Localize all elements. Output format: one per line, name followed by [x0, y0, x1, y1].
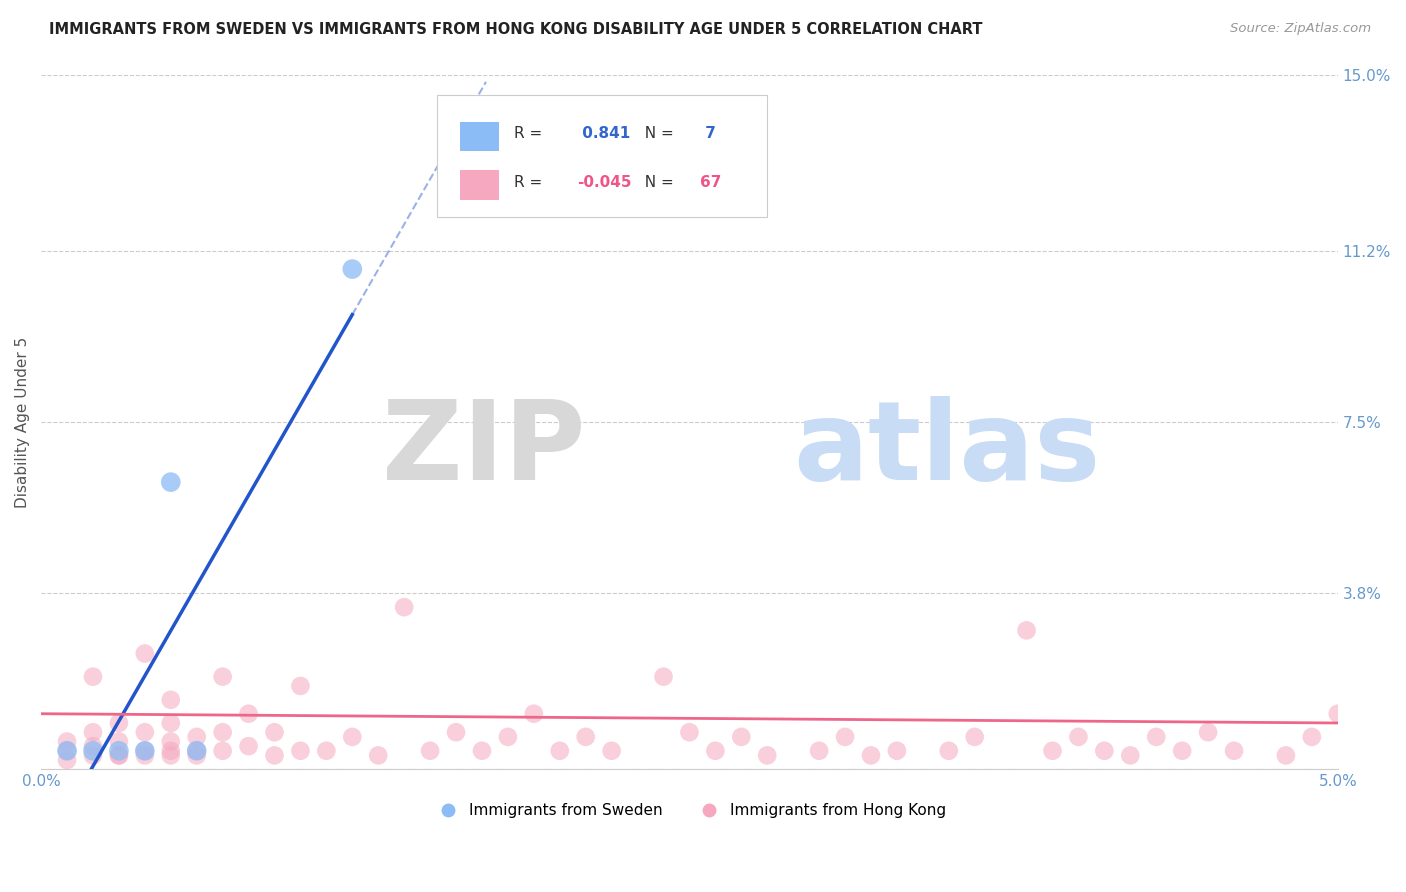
- Point: [1326, 706, 1348, 721]
- Point: [1119, 748, 1142, 763]
- Point: [367, 748, 389, 763]
- Text: N =: N =: [636, 175, 679, 190]
- Point: [134, 647, 156, 661]
- Point: [159, 475, 181, 490]
- Text: 0.841: 0.841: [576, 126, 630, 141]
- Point: [159, 716, 181, 731]
- Point: [1144, 730, 1167, 744]
- Point: [548, 744, 571, 758]
- Point: [186, 744, 208, 758]
- Point: [82, 739, 104, 753]
- Point: [159, 734, 181, 748]
- Text: ZIP: ZIP: [382, 396, 586, 503]
- Point: [82, 725, 104, 739]
- Point: [134, 744, 156, 758]
- Point: [159, 748, 181, 763]
- Legend: Immigrants from Sweden, Immigrants from Hong Kong: Immigrants from Sweden, Immigrants from …: [426, 797, 952, 824]
- Point: [600, 744, 623, 758]
- Point: [938, 744, 960, 758]
- Point: [1197, 725, 1219, 739]
- Point: [108, 716, 131, 731]
- Point: [159, 744, 181, 758]
- Text: R =: R =: [515, 175, 547, 190]
- Point: [834, 730, 856, 744]
- Point: [1223, 744, 1246, 758]
- Point: [263, 748, 285, 763]
- Point: [238, 739, 260, 753]
- Point: [575, 730, 598, 744]
- Point: [1275, 748, 1298, 763]
- Point: [859, 748, 882, 763]
- Point: [756, 748, 779, 763]
- Point: [342, 262, 364, 277]
- Point: [963, 730, 986, 744]
- Point: [808, 744, 831, 758]
- Text: Source: ZipAtlas.com: Source: ZipAtlas.com: [1230, 22, 1371, 36]
- Point: [211, 725, 233, 739]
- Point: [108, 748, 131, 763]
- FancyBboxPatch shape: [460, 122, 499, 151]
- Point: [159, 693, 181, 707]
- Point: [82, 670, 104, 684]
- Point: [186, 744, 208, 758]
- Point: [471, 744, 494, 758]
- Point: [315, 744, 337, 758]
- Point: [444, 725, 467, 739]
- Point: [1092, 744, 1115, 758]
- Point: [263, 725, 285, 739]
- Point: [290, 744, 312, 758]
- Point: [56, 744, 79, 758]
- Point: [704, 744, 727, 758]
- Point: [56, 753, 79, 767]
- Point: [1171, 744, 1194, 758]
- Point: [392, 600, 415, 615]
- Text: atlas: atlas: [793, 396, 1101, 503]
- Y-axis label: Disability Age Under 5: Disability Age Under 5: [15, 336, 30, 508]
- FancyBboxPatch shape: [460, 170, 499, 200]
- Point: [730, 730, 752, 744]
- Point: [56, 734, 79, 748]
- Point: [523, 706, 546, 721]
- Point: [652, 670, 675, 684]
- FancyBboxPatch shape: [437, 95, 768, 217]
- Point: [134, 744, 156, 758]
- Point: [56, 744, 79, 758]
- Point: [108, 734, 131, 748]
- Text: R =: R =: [515, 126, 547, 141]
- Point: [82, 748, 104, 763]
- Point: [1067, 730, 1090, 744]
- Point: [419, 744, 441, 758]
- Point: [1301, 730, 1323, 744]
- Point: [186, 730, 208, 744]
- Text: IMMIGRANTS FROM SWEDEN VS IMMIGRANTS FROM HONG KONG DISABILITY AGE UNDER 5 CORRE: IMMIGRANTS FROM SWEDEN VS IMMIGRANTS FRO…: [49, 22, 983, 37]
- Point: [211, 670, 233, 684]
- Point: [342, 730, 364, 744]
- Point: [238, 706, 260, 721]
- Text: -0.045: -0.045: [576, 175, 631, 190]
- Point: [211, 744, 233, 758]
- Point: [82, 744, 104, 758]
- Text: 67: 67: [700, 175, 721, 190]
- Point: [186, 748, 208, 763]
- Point: [290, 679, 312, 693]
- Point: [496, 730, 519, 744]
- Point: [134, 748, 156, 763]
- Point: [108, 744, 131, 758]
- Point: [1015, 624, 1038, 638]
- Point: [134, 725, 156, 739]
- Text: N =: N =: [636, 126, 679, 141]
- Point: [678, 725, 700, 739]
- Point: [1042, 744, 1064, 758]
- Point: [108, 748, 131, 763]
- Text: 7: 7: [700, 126, 716, 141]
- Point: [886, 744, 908, 758]
